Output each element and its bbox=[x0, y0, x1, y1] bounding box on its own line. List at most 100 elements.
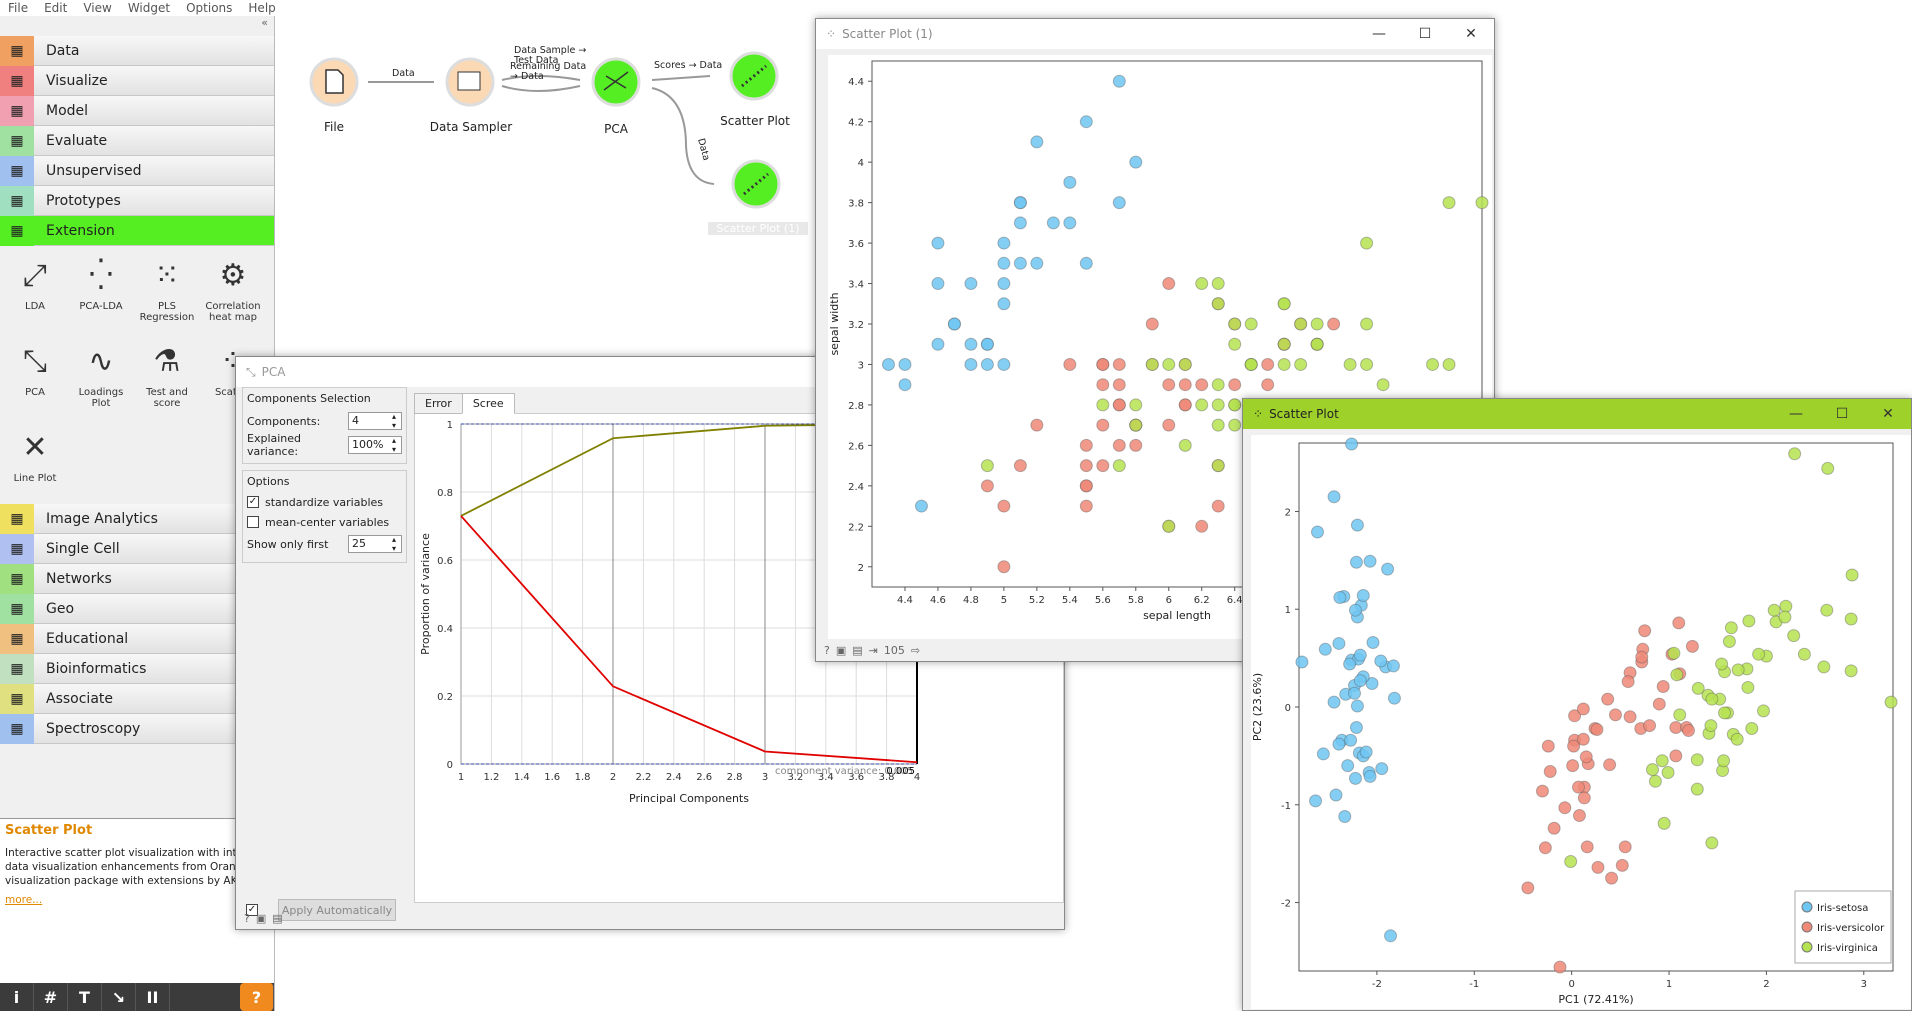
data-point[interactable] bbox=[1244, 317, 1258, 331]
menu-help[interactable]: Help bbox=[248, 1, 276, 15]
data-point[interactable] bbox=[1079, 479, 1093, 493]
data-point[interactable] bbox=[1730, 732, 1744, 746]
data-point[interactable] bbox=[1673, 708, 1687, 722]
data-point[interactable] bbox=[1096, 418, 1110, 432]
link-sampler-pca-1[interactable] bbox=[501, 75, 581, 81]
data-point[interactable] bbox=[1211, 277, 1225, 291]
category-networks[interactable]: ▦ Networks bbox=[0, 563, 274, 594]
data-point[interactable] bbox=[964, 277, 978, 291]
data-point[interactable] bbox=[1277, 337, 1291, 351]
data-point[interactable] bbox=[1580, 840, 1594, 854]
sp2-scatter-plot[interactable]: -2 -1 0 1 2 3 -2 -1 0 1 2 PC1 (72.41%) PC2 (23.6%) Ir… bbox=[1251, 435, 1911, 1009]
data-point[interactable] bbox=[1228, 398, 1242, 412]
data-point[interactable] bbox=[1691, 681, 1705, 695]
data-point[interactable] bbox=[1162, 418, 1176, 432]
data-point[interactable] bbox=[1013, 256, 1027, 270]
data-point[interactable] bbox=[1353, 674, 1367, 688]
link-sampler-pca-2[interactable] bbox=[501, 85, 581, 92]
data-point[interactable] bbox=[881, 357, 895, 371]
data-point[interactable] bbox=[1195, 519, 1209, 533]
data-point[interactable] bbox=[1442, 196, 1456, 210]
node-data-sampler[interactable] bbox=[445, 57, 495, 107]
data-point[interactable] bbox=[1162, 519, 1176, 533]
data-point[interactable] bbox=[1311, 525, 1325, 539]
maximize-button[interactable]: ☐ bbox=[1835, 406, 1849, 422]
data-point[interactable] bbox=[1333, 590, 1347, 604]
data-point[interactable] bbox=[1112, 378, 1126, 392]
data-point[interactable] bbox=[1779, 599, 1793, 613]
data-point[interactable] bbox=[1670, 668, 1684, 682]
data-point[interactable] bbox=[1353, 648, 1367, 662]
data-point[interactable] bbox=[1797, 647, 1811, 661]
report-icon[interactable]: ▤ bbox=[272, 912, 283, 925]
data-point[interactable] bbox=[1345, 437, 1359, 451]
data-point[interactable] bbox=[1359, 745, 1373, 759]
data-point[interactable] bbox=[1162, 378, 1176, 392]
data-point[interactable] bbox=[1541, 739, 1555, 753]
data-point[interactable] bbox=[1310, 337, 1324, 351]
data-point[interactable] bbox=[947, 317, 961, 331]
data-point[interactable] bbox=[1277, 357, 1291, 371]
data-point[interactable] bbox=[1211, 418, 1225, 432]
data-point[interactable] bbox=[1576, 732, 1590, 746]
data-point[interactable] bbox=[1211, 398, 1225, 412]
widget-pca-lda[interactable]: ⁛ PCA-LDA bbox=[68, 250, 134, 336]
category-evaluate[interactable]: ▦ Evaluate bbox=[0, 125, 274, 156]
data-point[interactable] bbox=[1564, 854, 1578, 868]
menu-edit[interactable]: Edit bbox=[44, 1, 68, 15]
node-scatter-plot[interactable] bbox=[729, 51, 779, 101]
data-point[interactable] bbox=[997, 236, 1011, 250]
data-point[interactable] bbox=[1341, 759, 1355, 773]
tab-error[interactable]: Error bbox=[414, 393, 463, 414]
data-point[interactable] bbox=[1145, 317, 1159, 331]
widget-pls-regression[interactable]: ⁙ PLS Regression bbox=[134, 250, 200, 336]
data-point[interactable] bbox=[1742, 614, 1756, 628]
data-point[interactable] bbox=[997, 256, 1011, 270]
data-point[interactable] bbox=[1228, 418, 1242, 432]
close-button[interactable]: ✕ bbox=[1882, 406, 1894, 422]
pause-button[interactable]: II bbox=[136, 983, 170, 1011]
save-icon[interactable]: ▣ bbox=[835, 644, 847, 657]
data-point[interactable] bbox=[964, 357, 978, 371]
data-point[interactable] bbox=[1553, 960, 1567, 974]
data-point[interactable] bbox=[980, 459, 994, 473]
data-point[interactable] bbox=[1327, 695, 1341, 709]
data-point[interactable] bbox=[1576, 702, 1590, 716]
data-point[interactable] bbox=[1332, 737, 1346, 751]
save-icon[interactable]: ▣ bbox=[255, 912, 267, 925]
widget-lda[interactable]: ⤢ LDA bbox=[2, 250, 68, 336]
data-point[interactable] bbox=[964, 337, 978, 351]
widget-correlation-heat-map[interactable]: ⚙ Correlation heat map bbox=[200, 250, 266, 336]
data-point[interactable] bbox=[1338, 810, 1352, 824]
data-point[interactable] bbox=[898, 378, 912, 392]
data-point[interactable] bbox=[1343, 357, 1357, 371]
category-associate[interactable]: ▦ Associate bbox=[0, 683, 274, 714]
data-point[interactable] bbox=[1717, 754, 1731, 768]
data-point[interactable] bbox=[1705, 692, 1719, 706]
node-file[interactable] bbox=[309, 57, 359, 107]
data-point[interactable] bbox=[1079, 256, 1093, 270]
data-point[interactable] bbox=[1635, 650, 1649, 664]
data-point[interactable] bbox=[1079, 115, 1093, 129]
data-point[interactable] bbox=[1360, 236, 1374, 250]
data-point[interactable] bbox=[1112, 74, 1126, 88]
data-point[interactable] bbox=[1715, 657, 1729, 671]
data-point[interactable] bbox=[1682, 723, 1696, 737]
data-point[interactable] bbox=[1112, 398, 1126, 412]
data-point[interactable] bbox=[1349, 555, 1363, 569]
data-point[interactable] bbox=[1261, 357, 1275, 371]
tab-scree[interactable]: Scree bbox=[461, 393, 515, 414]
help-icon[interactable]: ? bbox=[824, 644, 830, 657]
data-point[interactable] bbox=[1195, 378, 1209, 392]
help-more-link[interactable]: more... bbox=[5, 894, 43, 906]
data-point[interactable] bbox=[1475, 196, 1489, 210]
data-point[interactable] bbox=[1244, 357, 1258, 371]
data-point[interactable] bbox=[1767, 603, 1781, 617]
data-point[interactable] bbox=[1294, 317, 1308, 331]
data-point[interactable] bbox=[1129, 418, 1143, 432]
data-point[interactable] bbox=[980, 357, 994, 371]
data-point[interactable] bbox=[1332, 636, 1346, 650]
data-point[interactable] bbox=[1211, 378, 1225, 392]
menu-file[interactable]: File bbox=[8, 1, 29, 15]
data-point[interactable] bbox=[914, 499, 928, 513]
